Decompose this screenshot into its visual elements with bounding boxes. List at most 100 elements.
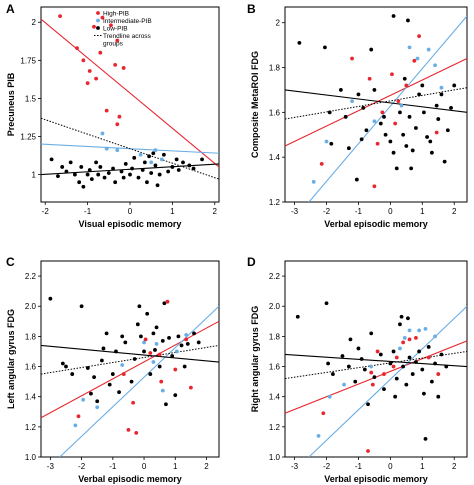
data-point	[104, 108, 109, 113]
data-point	[356, 346, 361, 351]
data-point	[76, 414, 81, 419]
y-axis-title: Right angular gyrus FDG	[250, 306, 260, 413]
data-point	[406, 316, 410, 321]
data-point	[394, 376, 399, 381]
data-point	[56, 174, 60, 179]
data-point	[420, 83, 425, 88]
data-point	[346, 364, 351, 369]
data-point	[162, 152, 166, 157]
data-point	[346, 146, 351, 151]
data-point	[85, 81, 90, 86]
data-point	[68, 160, 73, 165]
data-point	[73, 172, 77, 177]
data-point	[157, 364, 162, 369]
y-tick-label: 1.2	[269, 198, 281, 207]
x-tick-label: 0	[388, 207, 393, 216]
x-tick-label: 2	[213, 207, 218, 216]
data-point	[442, 159, 447, 164]
data-point	[426, 47, 431, 52]
data-point	[166, 169, 171, 174]
data-point	[393, 394, 398, 399]
data-point	[149, 160, 154, 165]
data-point	[145, 311, 150, 316]
data-point	[391, 14, 396, 18]
y-tick-label: 1.6	[269, 363, 281, 372]
y-tick-label: 1.2	[25, 423, 37, 432]
legend-label-intermediate-pib: Intermediate-PIB	[103, 18, 152, 25]
data-point	[433, 334, 437, 339]
data-point	[89, 177, 94, 182]
data-point	[117, 390, 121, 395]
panel-letter: B	[247, 2, 256, 16]
data-point	[164, 402, 168, 407]
data-point	[412, 58, 417, 63]
data-point	[429, 379, 434, 384]
data-point	[407, 337, 412, 342]
y-axis-title: Left angular gyrus FDG	[6, 309, 16, 409]
data-point	[326, 361, 331, 366]
data-point	[404, 83, 409, 88]
y-tick-label: 1	[32, 171, 37, 180]
y-tick-label: 1.4	[269, 393, 281, 402]
plot-frame	[284, 260, 468, 458]
data-point	[200, 157, 204, 162]
x-tick-label: 2	[204, 462, 209, 471]
data-point	[79, 304, 84, 309]
data-point	[404, 382, 409, 387]
legend-marker-low-pib	[96, 26, 100, 30]
data-point	[70, 372, 75, 376]
data-point	[417, 328, 422, 333]
data-point	[95, 399, 100, 404]
data-point	[77, 180, 82, 185]
data-point	[417, 92, 422, 97]
legend-label-low-pib: Low-PIB	[103, 25, 128, 32]
data-point	[87, 168, 92, 172]
data-point	[104, 146, 109, 151]
data-point	[402, 335, 407, 340]
data-point	[362, 367, 367, 372]
trend-line	[285, 89, 467, 113]
data-point	[382, 114, 386, 119]
data-point	[162, 301, 167, 306]
data-point	[107, 382, 112, 387]
y-tick-label: 1.2	[269, 423, 281, 432]
data-point	[390, 72, 394, 77]
data-point	[366, 449, 370, 453]
data-point	[100, 131, 105, 136]
data-point	[155, 183, 160, 188]
x-tick-label: 1	[420, 462, 425, 471]
data-point	[382, 372, 386, 376]
data-point	[338, 88, 343, 92]
data-point	[121, 372, 126, 376]
x-tick-label: -1	[355, 462, 363, 471]
data-point	[154, 325, 159, 330]
overall-trend-line	[285, 350, 467, 380]
data-point	[92, 375, 96, 379]
data-point	[60, 361, 65, 366]
data-point	[421, 110, 426, 115]
data-point	[399, 103, 404, 108]
data-point	[92, 24, 96, 29]
data-point	[184, 332, 189, 337]
data-point	[148, 372, 153, 376]
y-tick-label: 1.6	[269, 108, 281, 117]
data-point	[414, 360, 418, 364]
data-point	[404, 144, 409, 148]
data-point	[452, 83, 457, 88]
data-point	[359, 137, 364, 142]
data-point	[136, 175, 141, 180]
data-point	[182, 364, 187, 369]
data-point	[354, 177, 359, 182]
data-point	[153, 148, 158, 153]
data-point	[449, 105, 453, 110]
data-point	[109, 23, 113, 28]
x-tick-label: -2	[323, 207, 331, 216]
data-point	[98, 50, 103, 55]
x-tick-label: 1	[170, 207, 175, 216]
panel-letter: C	[6, 255, 15, 269]
data-point	[173, 393, 178, 398]
x-axis-title: Visual episodic memory	[79, 219, 182, 229]
data-point	[143, 337, 148, 342]
data-point	[391, 364, 396, 369]
